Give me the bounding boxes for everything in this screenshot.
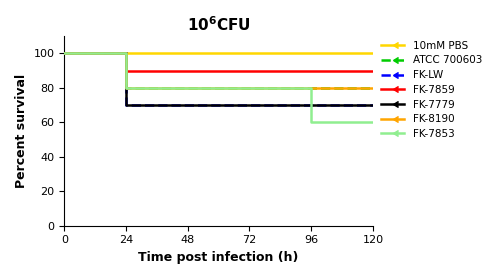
Legend: 10mM PBS, ATCC 700603, FK-LW, FK-7859, FK-7779, FK-8190, FK-7853: 10mM PBS, ATCC 700603, FK-LW, FK-7859, F…	[378, 38, 485, 142]
X-axis label: Time post infection (h): Time post infection (h)	[138, 251, 299, 264]
Title: $\mathbf{10^6}$CFU: $\mathbf{10^6}$CFU	[186, 15, 250, 34]
Y-axis label: Percent survival: Percent survival	[15, 74, 28, 188]
